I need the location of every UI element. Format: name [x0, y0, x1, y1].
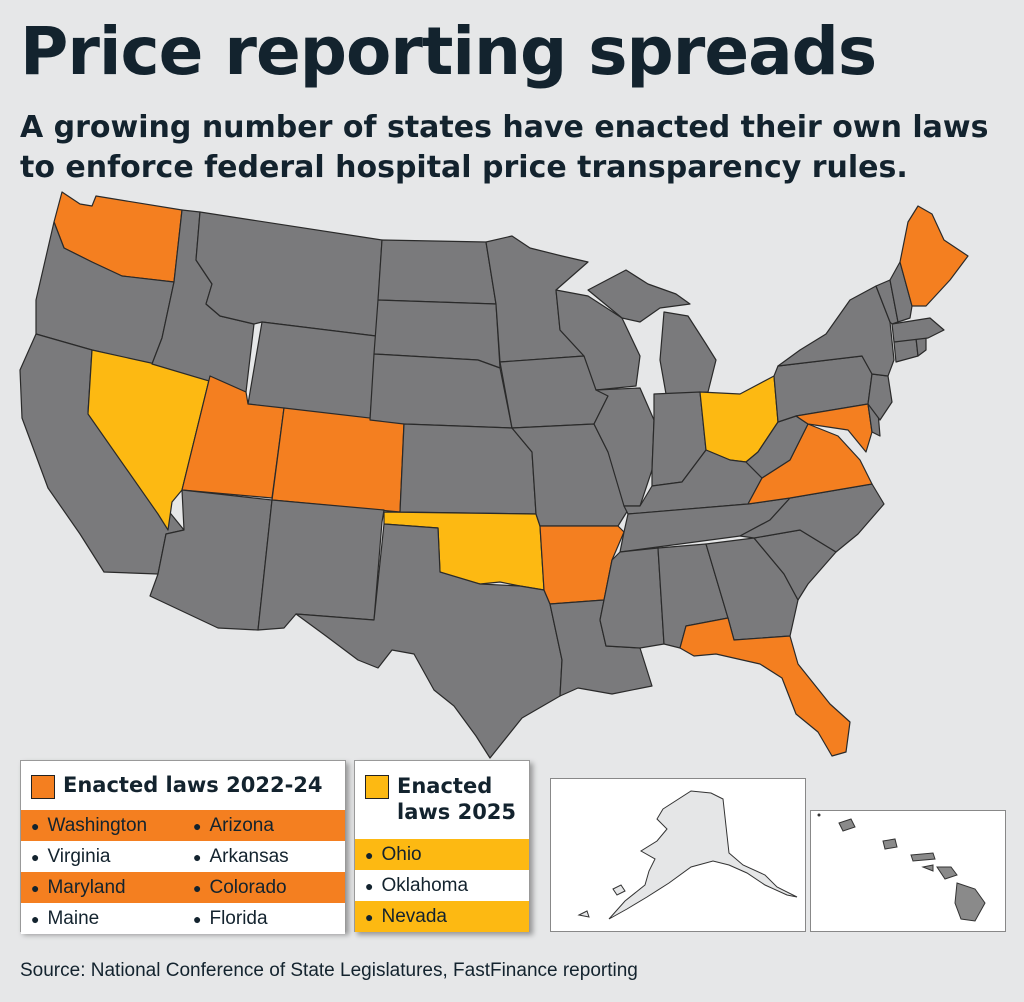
legend-row: ● Nevada — [355, 901, 529, 932]
legend-state: Maryland — [47, 876, 126, 898]
state-montana — [195, 211, 383, 337]
alaska-shape — [577, 790, 798, 920]
state-shapes — [19, 191, 969, 759]
legend-state: Nevada — [381, 905, 447, 927]
state-north-dakota — [377, 239, 497, 305]
state-florida — [679, 617, 851, 757]
source-note: Source: National Conference of State Leg… — [20, 960, 638, 981]
state-wyoming — [247, 321, 377, 421]
state-kansas — [399, 423, 537, 515]
legend-2022-24-swatch — [31, 775, 55, 799]
legend-state: Maine — [47, 907, 100, 929]
legend-state: Florida — [209, 907, 268, 929]
legend-row: ● Virginia ● Arkansas — [21, 841, 345, 872]
state-new-hampshire — [889, 261, 913, 323]
state-vermont — [875, 279, 899, 325]
hawaii-inset — [810, 810, 1006, 932]
legend-row: ● Ohio — [355, 839, 529, 870]
state-michigan-lower — [659, 311, 717, 395]
legend-state: Oklahoma — [381, 874, 469, 896]
state-wisconsin — [555, 289, 641, 391]
subtitle: A growing number of states have enacted … — [20, 110, 989, 185]
state-maine — [899, 205, 969, 307]
state-new-mexico — [257, 499, 385, 631]
legend-row: ● Maryland ● Colorado — [21, 872, 345, 903]
legend-state: Ohio — [381, 843, 422, 865]
state-colorado — [271, 407, 405, 513]
legend-state: Arkansas — [209, 845, 289, 867]
legend-2025-label: Enacted laws 2025 — [397, 774, 517, 824]
legend-2025: Enacted laws 2025 ● Ohio ● Oklahoma ● Nevad… — [354, 760, 530, 932]
page-title: Price reporting spreads — [20, 13, 877, 90]
legend-state: Virginia — [47, 845, 111, 867]
legend-row: ● Maine ● Florida — [21, 903, 345, 934]
legend-state: Colorado — [209, 876, 287, 898]
legend-2025-header: Enacted laws 2025 — [355, 761, 529, 835]
legend-row: ● Oklahoma — [355, 870, 529, 901]
legend-2022-24-label: Enacted laws 2022-24 — [63, 773, 323, 797]
state-north-carolina — [739, 483, 885, 553]
state-massachusetts — [891, 317, 945, 343]
state-michigan-upper — [587, 269, 691, 323]
legend-state: Arizona — [209, 814, 274, 836]
state-texas — [295, 523, 563, 759]
legend-2025-swatch — [365, 775, 389, 799]
hawaii-shape — [817, 813, 986, 922]
legend-2022-24-header: Enacted laws 2022-24 — [21, 761, 345, 801]
alaska-inset — [550, 778, 806, 932]
state-nebraska — [369, 353, 513, 429]
legend-row: ● Washington ● Arizona — [21, 810, 345, 841]
legend-state: Washington — [47, 814, 148, 836]
legend-2022-24: Enacted laws 2022-24 ● Washington ● Arizon… — [20, 760, 346, 934]
